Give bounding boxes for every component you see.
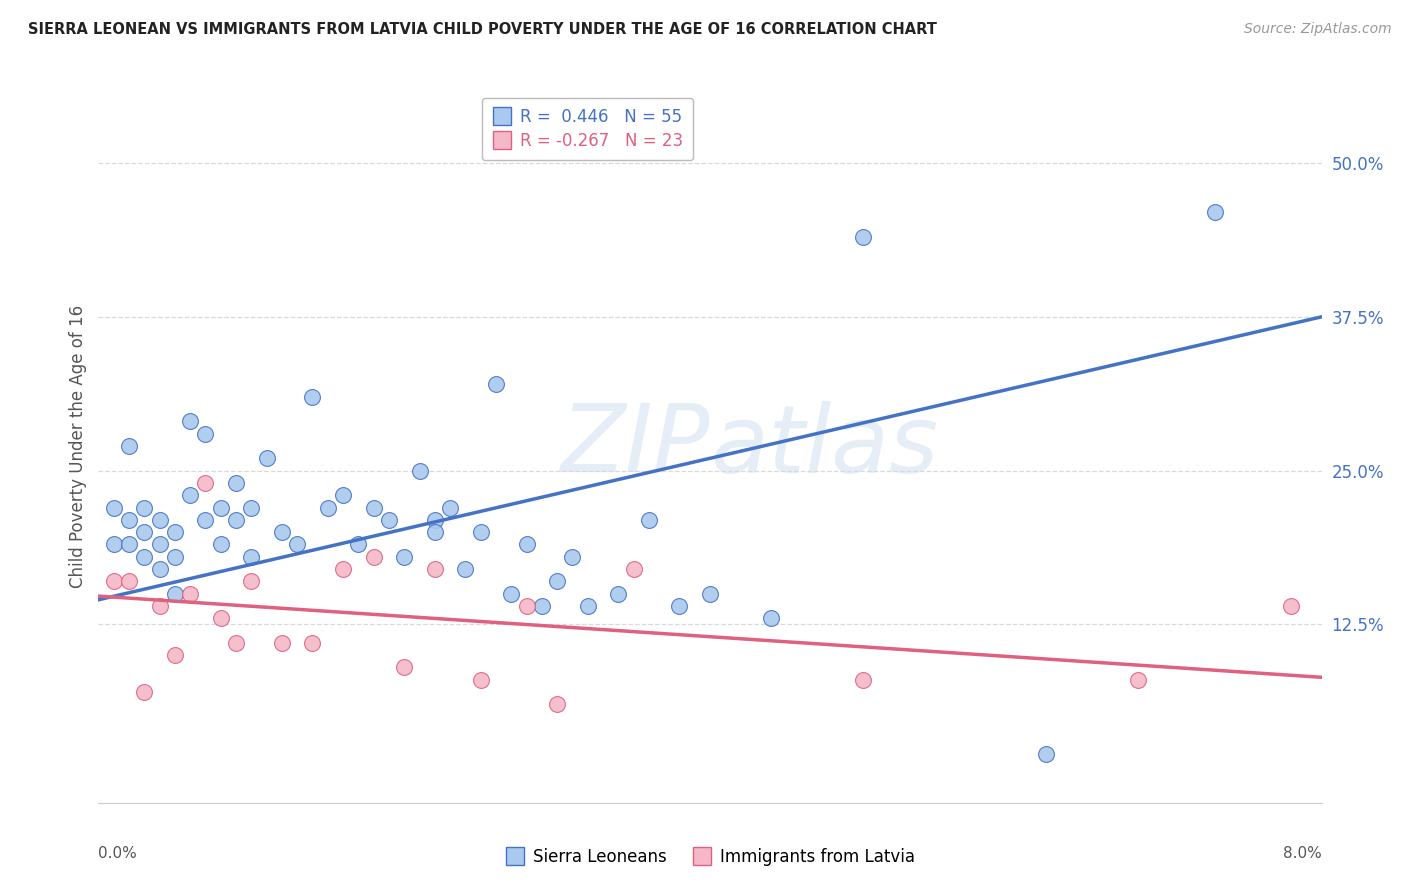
Point: [240, 500, 263, 515]
Point: [103, 500, 125, 515]
Point: [759, 611, 782, 625]
Point: [149, 599, 172, 613]
Point: [256, 451, 278, 466]
Point: [1279, 599, 1302, 613]
Point: [194, 426, 217, 441]
Point: [240, 549, 263, 564]
Point: [118, 537, 141, 551]
Point: [179, 414, 201, 428]
Point: [561, 549, 583, 564]
Point: [363, 549, 385, 564]
Point: [209, 500, 232, 515]
Point: [392, 549, 416, 564]
Point: [103, 574, 125, 589]
Legend: Sierra Leoneans, Immigrants from Latvia: Sierra Leoneans, Immigrants from Latvia: [498, 842, 922, 873]
Point: [470, 525, 492, 540]
Point: [637, 513, 661, 527]
Point: [163, 587, 186, 601]
Point: [301, 390, 323, 404]
Point: [225, 513, 247, 527]
Point: [149, 537, 172, 551]
Point: [439, 500, 461, 515]
Point: [363, 500, 385, 515]
Point: [240, 574, 263, 589]
Point: [546, 698, 568, 712]
Text: SIERRA LEONEAN VS IMMIGRANTS FROM LATVIA CHILD POVERTY UNDER THE AGE OF 16 CORRE: SIERRA LEONEAN VS IMMIGRANTS FROM LATVIA…: [28, 22, 936, 37]
Point: [316, 500, 339, 515]
Y-axis label: Child Poverty Under the Age of 16: Child Poverty Under the Age of 16: [69, 304, 87, 588]
Point: [485, 377, 508, 392]
Point: [149, 513, 172, 527]
Point: [270, 525, 294, 540]
Point: [134, 500, 156, 515]
Point: [454, 562, 477, 576]
Point: [332, 488, 354, 502]
Point: [623, 562, 645, 576]
Point: [699, 587, 721, 601]
Text: Source: ZipAtlas.com: Source: ZipAtlas.com: [1244, 22, 1392, 37]
Point: [423, 525, 446, 540]
Point: [1204, 205, 1226, 219]
Point: [423, 513, 446, 527]
Text: 8.0%: 8.0%: [1282, 846, 1322, 861]
Point: [516, 599, 538, 613]
Point: [103, 537, 125, 551]
Point: [118, 439, 141, 453]
Point: [134, 685, 156, 699]
Point: [347, 537, 370, 551]
Point: [209, 537, 232, 551]
Point: [501, 587, 523, 601]
Point: [852, 230, 875, 244]
Point: [163, 525, 186, 540]
Point: [194, 513, 217, 527]
Point: [332, 562, 354, 576]
Point: [118, 513, 141, 527]
Point: [163, 549, 186, 564]
Point: [118, 574, 141, 589]
Point: [546, 574, 568, 589]
Point: [270, 636, 294, 650]
Point: [470, 673, 492, 687]
Point: [225, 475, 247, 490]
Point: [852, 673, 875, 687]
Point: [301, 636, 323, 650]
Point: [285, 537, 308, 551]
Point: [408, 464, 430, 478]
Point: [392, 660, 416, 674]
Point: [209, 611, 232, 625]
Point: [163, 648, 186, 662]
Text: ZIP: ZIP: [561, 401, 710, 491]
Point: [1035, 747, 1057, 761]
Point: [378, 513, 401, 527]
Point: [194, 475, 217, 490]
Point: [149, 562, 172, 576]
Point: [668, 599, 690, 613]
Point: [179, 488, 201, 502]
Point: [576, 599, 599, 613]
Text: atlas: atlas: [710, 401, 938, 491]
Point: [179, 587, 201, 601]
Point: [530, 599, 553, 613]
Point: [516, 537, 538, 551]
Point: [423, 562, 446, 576]
Point: [225, 636, 247, 650]
Point: [134, 525, 156, 540]
Point: [134, 549, 156, 564]
Point: [607, 587, 630, 601]
Text: 0.0%: 0.0%: [98, 846, 138, 861]
Point: [1128, 673, 1150, 687]
